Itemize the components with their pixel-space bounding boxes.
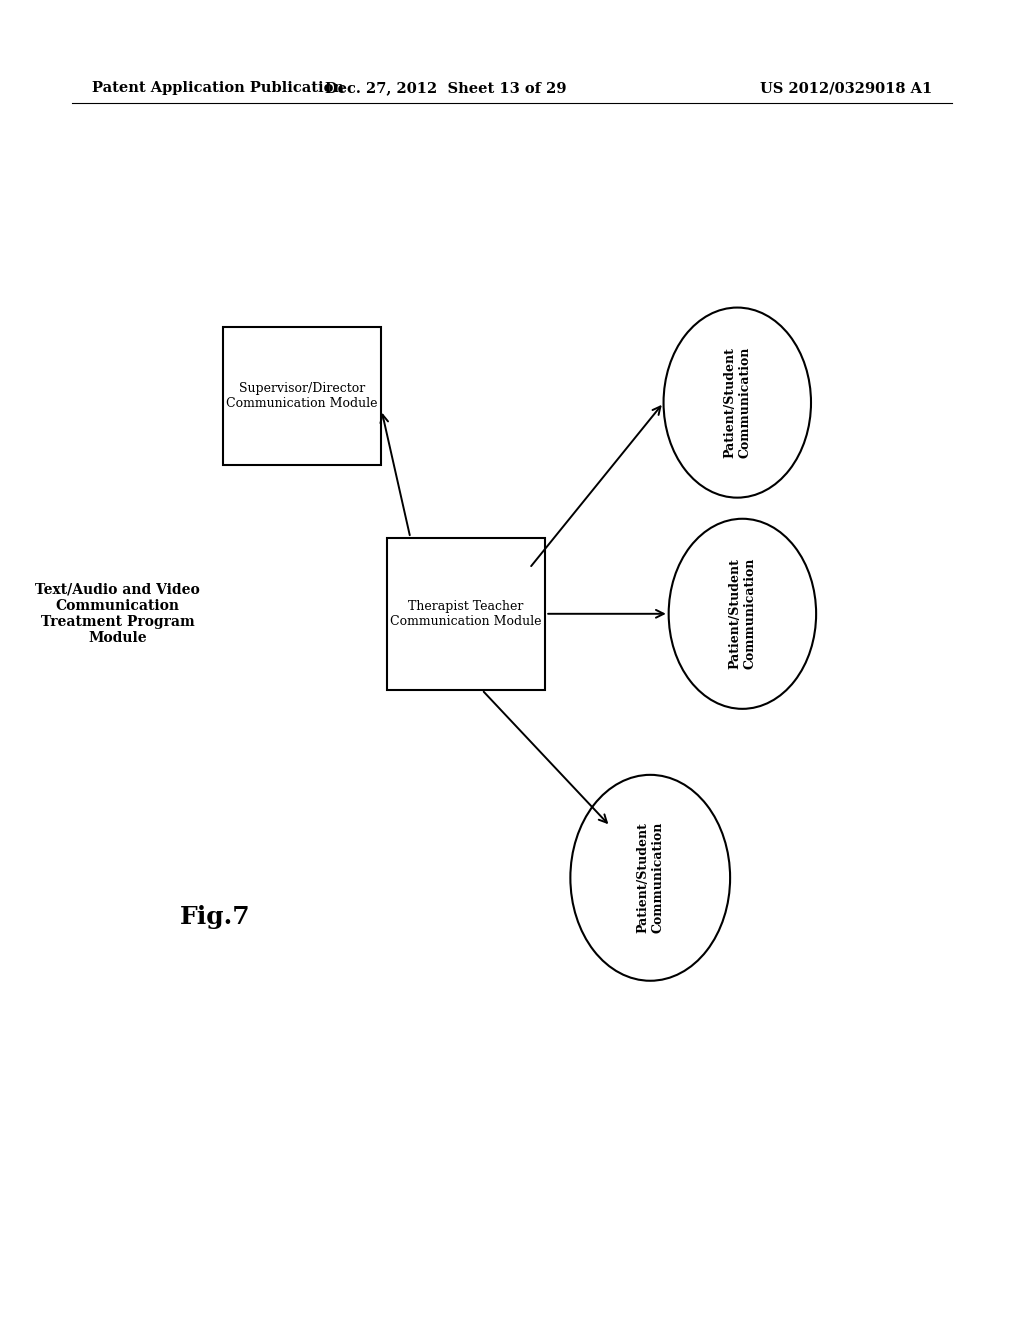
Text: Text/Audio and Video
Communication
Treatment Program
Module: Text/Audio and Video Communication Treat… xyxy=(36,582,200,645)
Text: Fig.7: Fig.7 xyxy=(180,906,250,929)
Text: Patient/Student
Communication: Patient/Student Communication xyxy=(728,558,757,669)
Text: Patient/Student
Communication: Patient/Student Communication xyxy=(636,822,665,933)
Text: Supervisor/Director
Communication Module: Supervisor/Director Communication Module xyxy=(226,381,378,411)
Ellipse shape xyxy=(669,519,816,709)
Bar xyxy=(222,327,381,466)
Ellipse shape xyxy=(664,308,811,498)
Text: Therapist Teacher
Communication Module: Therapist Teacher Communication Module xyxy=(390,599,542,628)
Text: Patient/Student
Communication: Patient/Student Communication xyxy=(723,347,752,458)
Ellipse shape xyxy=(570,775,730,981)
Text: Dec. 27, 2012  Sheet 13 of 29: Dec. 27, 2012 Sheet 13 of 29 xyxy=(325,82,566,95)
Bar xyxy=(387,537,545,689)
Text: Patent Application Publication: Patent Application Publication xyxy=(92,82,344,95)
Text: US 2012/0329018 A1: US 2012/0329018 A1 xyxy=(760,82,932,95)
